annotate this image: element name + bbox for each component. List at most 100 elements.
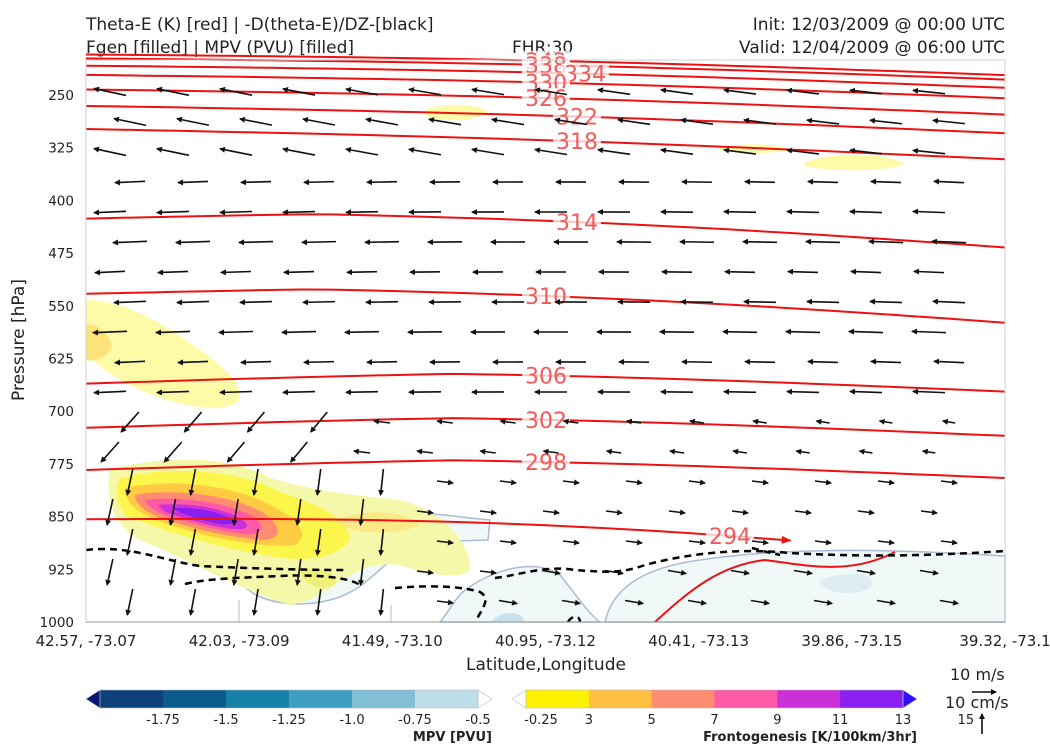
fgen-fill-region [805,154,905,171]
wind-vector [365,117,399,126]
wind-vector [113,116,147,127]
wind-vector [416,509,434,516]
colorbar-extend-left [85,689,101,709]
wind-vector [344,329,380,336]
theta-e-contour [85,128,1006,161]
wind-vector [156,86,190,97]
wind-vector [156,209,190,216]
wind-vector [176,116,210,127]
wind-vector [310,411,328,433]
plot-frame [85,59,1006,623]
wind-vector [731,509,749,516]
y-tick-label: 250 [48,88,74,104]
wind-vector [730,569,750,576]
wind-reference: 10 m/s 10 cm/s [945,665,1009,734]
wind-vector [479,509,497,516]
wind-vector [125,528,134,556]
wind-vector [723,87,757,95]
stability-contour [184,574,361,587]
wind-vector [688,539,706,546]
y-tick-label: 400 [48,193,74,209]
wind-vector [534,87,568,96]
colorbar-tick-label: 5 [648,713,656,728]
wind-vector [220,269,252,276]
wind-vector [113,299,147,306]
wind-vector [806,298,840,305]
wind-vector [912,208,946,215]
wind-vector [226,441,246,463]
fgen-colorbar: 3 5 7 9 11 13 15 [511,689,974,728]
wind-vector [175,239,211,246]
wind-vector [815,418,830,425]
wind-vector [239,116,273,126]
theta-e-label: 334 [564,63,606,88]
wind-vector [183,411,203,433]
wind-vector [436,599,454,606]
wind-vector [301,239,337,246]
wind-vector [125,468,134,496]
wind-vector [303,179,335,186]
mpv-fill-region [438,565,603,623]
colorbar-swatch [163,690,227,708]
wind-vector [876,599,896,606]
wind-vector [378,588,385,616]
wind-vector [751,479,769,486]
wind-vector [294,498,302,526]
wind-vector [479,448,496,455]
wind-vector [660,147,694,156]
colorbar-swatch [588,690,653,708]
wind-vector [785,328,821,335]
title-line1: Theta-E (K) [red] | -D(theta-E)/DZ-[blac… [86,15,434,35]
colorbar-tick-label: -1.5 [213,713,238,728]
wind-vector [436,479,454,486]
wind-vector [157,269,189,276]
wind-vector [857,509,875,516]
wind-vector [156,146,190,157]
wind-vector [105,558,114,586]
wind-vector [155,329,191,336]
colorbar-tick-label: 9 [773,713,781,728]
wind-vector [932,298,966,305]
theta-e-label: 310 [525,285,567,310]
y-tick-label: 925 [48,562,74,578]
wind-vector [177,359,209,366]
mpv-fill-region [820,573,872,594]
wind-vector [499,479,517,486]
wind-vector [742,238,778,245]
wind-vector [605,448,622,455]
wind-vector [251,588,259,616]
theta-e-label: 298 [525,451,567,476]
theta-e-contour [85,105,1006,135]
wind-vector [660,87,694,96]
y-axis-label: Pressure [hPa] [9,279,29,401]
wind-vector [849,87,883,95]
wind-vector [239,299,273,306]
theta-e-contour [85,213,1006,249]
wind-vector [378,468,385,496]
wind-vector [668,509,686,516]
theta-e-label: 322 [556,106,598,131]
wind-vector [849,147,883,155]
wind-vector [283,269,315,276]
colorbar-swatch [415,690,479,708]
mpv-colorbar-label: MPV [PVU] [413,730,492,745]
wind-vector [534,147,568,156]
theta-e-label-bg [522,365,570,384]
stability-contour [394,585,487,623]
wind-vector [848,328,884,335]
wind-vector [168,558,177,586]
wind-vector [282,146,316,156]
theta-e-labels: 342338334330326322318314310306302298294 [522,50,754,550]
wind-vector [667,569,687,576]
wind-vector [597,147,631,156]
x-tick-label: 39.32, -73.1 [959,632,1050,650]
stability-contour [751,546,781,557]
mpv-fill-region [490,612,525,622]
wind-vector [238,239,274,246]
valid-time: Valid: 12/04/2009 @ 06:00 UTC [739,38,1005,58]
mpv-colorbar: -1.75 -1.5 -1.25 -1.0 -0.75 -0.5 -0.25 [85,689,558,728]
colorbar-tick-label: 7 [710,713,718,728]
wind-vector [471,147,505,156]
wind-vector [302,299,336,306]
theta-e-contour [85,517,792,544]
